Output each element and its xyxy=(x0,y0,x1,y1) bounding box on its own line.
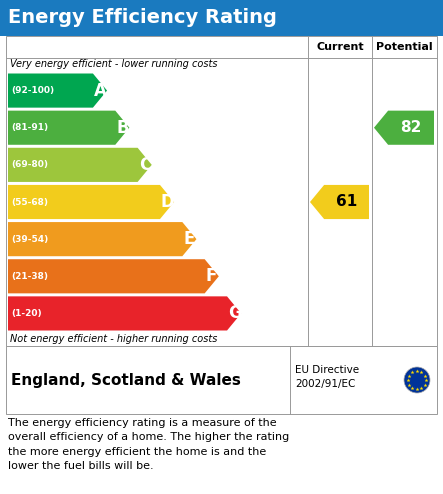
Polygon shape xyxy=(8,74,107,108)
Text: Not energy efficient - higher running costs: Not energy efficient - higher running co… xyxy=(10,334,218,344)
Text: 82: 82 xyxy=(400,120,422,135)
Polygon shape xyxy=(8,111,129,145)
Text: Current: Current xyxy=(316,42,364,52)
Polygon shape xyxy=(8,148,152,182)
Text: (1-20): (1-20) xyxy=(11,309,42,318)
Text: C: C xyxy=(139,156,151,174)
Polygon shape xyxy=(374,111,434,145)
Text: (69-80): (69-80) xyxy=(11,161,48,169)
Polygon shape xyxy=(8,185,174,219)
Text: Potential: Potential xyxy=(376,42,433,52)
Text: E: E xyxy=(183,230,195,248)
Text: England, Scotland & Wales: England, Scotland & Wales xyxy=(11,372,241,387)
Polygon shape xyxy=(8,296,241,330)
Text: D: D xyxy=(161,193,175,211)
Text: A: A xyxy=(94,82,107,100)
Text: F: F xyxy=(206,267,217,286)
Bar xyxy=(6,36,437,346)
Text: B: B xyxy=(116,119,129,137)
Text: Energy Efficiency Rating: Energy Efficiency Rating xyxy=(8,8,277,28)
Text: (55-68): (55-68) xyxy=(11,198,48,206)
Text: G: G xyxy=(228,304,242,323)
Polygon shape xyxy=(8,222,196,256)
Bar xyxy=(0,0,443,36)
Polygon shape xyxy=(8,259,219,293)
Text: Very energy efficient - lower running costs: Very energy efficient - lower running co… xyxy=(10,59,218,69)
Text: EU Directive
2002/91/EC: EU Directive 2002/91/EC xyxy=(295,365,359,389)
Text: (39-54): (39-54) xyxy=(11,235,48,244)
Polygon shape xyxy=(310,185,369,219)
Text: The energy efficiency rating is a measure of the
overall efficiency of a home. T: The energy efficiency rating is a measur… xyxy=(8,418,289,471)
Text: (92-100): (92-100) xyxy=(11,86,54,95)
Bar xyxy=(6,346,437,414)
Text: (81-91): (81-91) xyxy=(11,123,48,132)
Text: 61: 61 xyxy=(336,195,357,209)
Text: (21-38): (21-38) xyxy=(11,272,48,281)
Circle shape xyxy=(404,367,430,393)
